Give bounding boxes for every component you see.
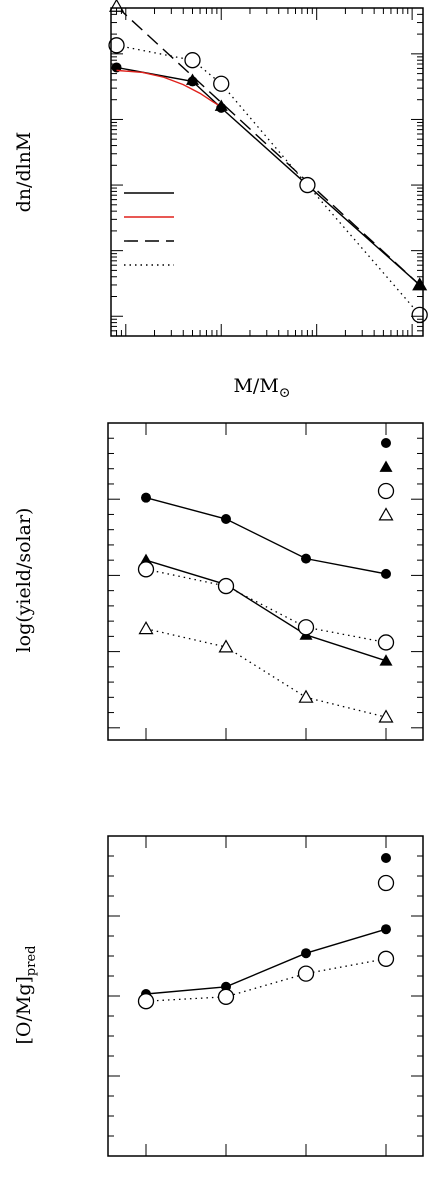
yield-line <box>145 568 387 644</box>
omg-marker <box>217 988 235 1005</box>
yield-marker <box>221 514 231 525</box>
imf-marker-triangle <box>214 99 228 111</box>
imf-marker-ktg93 <box>184 52 201 69</box>
yield-marker <box>297 619 315 636</box>
yield-marker <box>218 639 234 653</box>
yield-marker <box>378 709 394 723</box>
yield-marker <box>301 553 311 564</box>
yield-legend-symbol <box>381 438 391 448</box>
omg-marker <box>297 965 315 982</box>
imf-line-kroupa <box>116 66 421 286</box>
imf-panel: M/M⊙ dn/dlnM <box>13 0 428 401</box>
omg-y-axis-label-main: [O/Mg] <box>13 976 35 1044</box>
yield-plot-frame <box>107 422 424 741</box>
omg-marker <box>137 993 155 1010</box>
omg-line <box>145 958 387 1002</box>
imf-x-axis-label: M/M⊙ <box>233 375 290 401</box>
omg-marker <box>381 924 391 935</box>
yield-legend-symbol <box>378 507 394 521</box>
imf-line-salpeter <box>116 5 421 286</box>
imf-x-axis-label-main: M/M <box>233 375 278 397</box>
imf-marker-ktg93 <box>108 37 125 54</box>
omg-marker <box>301 948 311 959</box>
yield-y-axis-label: log(yield/solar) <box>13 508 35 653</box>
yield-marker <box>298 689 314 703</box>
yield-marker <box>377 634 395 651</box>
omg-y-axis-label-sub: pred <box>24 946 39 977</box>
yield-line <box>145 559 387 662</box>
omg-line <box>145 928 387 995</box>
yield-legend <box>377 438 395 521</box>
imf-plot-frame <box>110 7 424 337</box>
imf-legend <box>124 192 174 266</box>
imf-line-chabrier <box>116 69 222 108</box>
imf-x-axis-label-sub: ⊙ <box>279 385 291 401</box>
yield-marker <box>217 577 235 595</box>
omg-legend-symbol <box>377 874 395 892</box>
imf-marker-ktg93 <box>213 75 230 92</box>
yield-marker <box>141 492 151 503</box>
imf-marker-ktg93 <box>411 306 428 324</box>
yield-marker <box>138 621 154 635</box>
yield-legend-symbol <box>377 482 395 500</box>
omg-panel: [O/Mg]pred <box>13 835 424 1157</box>
omg-marker <box>377 950 395 967</box>
yield-line <box>145 497 387 575</box>
omg-plot-frame <box>107 835 424 1157</box>
omg-legend-symbol <box>381 853 391 863</box>
yield-line <box>145 628 387 718</box>
yield-marker <box>381 568 391 579</box>
yield-marker <box>137 561 155 578</box>
yield-marker <box>379 654 393 666</box>
imf-y-axis-label: dn/dlnM <box>13 132 35 213</box>
yield-legend-symbol <box>379 460 393 472</box>
omg-y-axis-label: [O/Mg]pred <box>13 946 39 1045</box>
yield-panel: log(yield/solar) <box>13 422 424 741</box>
imf-marker-triangle <box>185 73 199 85</box>
imf-marker-ktg93 <box>299 176 316 194</box>
omg-legend <box>377 853 395 892</box>
imf-line-ktg93 <box>116 44 421 316</box>
